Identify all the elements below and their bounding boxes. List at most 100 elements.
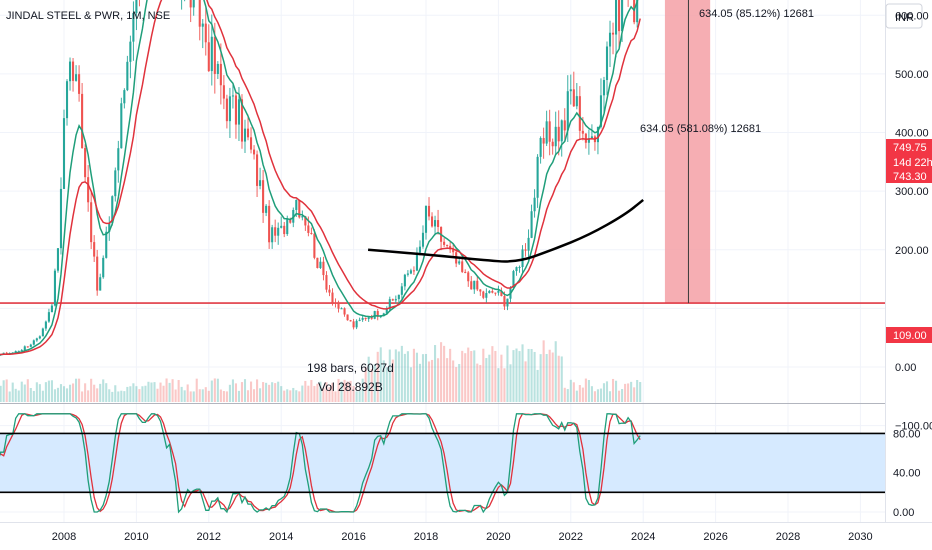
candle	[331, 292, 334, 303]
volume-bar	[90, 378, 93, 402]
candle	[201, 23, 204, 27]
volume-bar	[132, 383, 135, 402]
target-zone-lower[interactable]	[664, 0, 711, 304]
volume-bar	[337, 378, 340, 402]
volume-bar	[503, 368, 506, 402]
candle	[545, 121, 548, 144]
volume-bar	[68, 384, 72, 402]
volume-bar	[412, 348, 415, 402]
last-price-badge	[886, 139, 932, 155]
volume-bar	[615, 380, 618, 402]
candle	[479, 289, 482, 292]
candle	[59, 188, 63, 249]
candle	[551, 141, 554, 147]
candle	[210, 36, 213, 72]
volume-bar	[240, 382, 244, 402]
candle	[219, 63, 222, 86]
volume-bar	[111, 391, 114, 402]
candle	[391, 299, 394, 301]
volume-bar	[189, 391, 192, 402]
volume-bar	[307, 385, 310, 402]
volume-bar	[117, 391, 120, 402]
candle	[388, 299, 391, 310]
candle	[56, 248, 60, 271]
prev-price-badge	[886, 169, 932, 183]
candle	[346, 314, 349, 321]
candle	[319, 261, 322, 268]
volume-bar	[551, 352, 554, 402]
volume-bar	[32, 390, 35, 402]
candle	[636, 0, 639, 23]
volume-bar	[328, 387, 331, 402]
volume-bar	[274, 383, 277, 402]
volume-bar	[497, 368, 500, 402]
volume-bar	[180, 386, 183, 402]
volume-bar	[542, 340, 545, 402]
volume-bar	[578, 385, 581, 402]
candle	[277, 227, 280, 236]
candle	[38, 336, 41, 339]
oscillator-main-line	[0, 413, 641, 514]
volume-bar	[382, 360, 385, 402]
volume-bar	[476, 363, 479, 402]
price-candles	[0, 0, 639, 356]
volume-bar	[467, 347, 470, 402]
volume-bar	[545, 354, 548, 402]
candle	[295, 199, 298, 210]
candle	[102, 257, 105, 278]
volume-bar	[159, 382, 162, 402]
time-axis[interactable]: 2008 2010 2012 2014 2016 2018 2020 2022 2024 2026…	[52, 531, 873, 543]
candle	[259, 180, 262, 186]
volume-bar	[44, 382, 47, 402]
candle	[47, 312, 50, 322]
time-tick-label: 2030	[848, 531, 872, 543]
volume-bar	[430, 359, 434, 402]
volume-bar	[334, 391, 337, 402]
currency-button[interactable]	[885, 3, 923, 29]
oscillator-axis[interactable]: 80.00 40.00 0.00	[893, 428, 921, 519]
volume-bar	[376, 351, 379, 402]
volume-bar	[108, 389, 111, 402]
volume-bar	[138, 389, 141, 402]
measure-arrow-lower[interactable]	[681, 0, 695, 304]
price-axis[interactable]: 1100.001000.00900.00800.00600.00500.0040…	[895, 0, 932, 433]
candle	[497, 290, 500, 293]
measure-upper-label: 634.05 (85.12%) 12681	[699, 8, 814, 20]
volume-bar	[596, 389, 599, 402]
time-tick-label: 2020	[486, 531, 510, 543]
candle	[533, 197, 536, 212]
volume-bar	[621, 389, 624, 402]
volume-bar	[126, 386, 129, 402]
volume-bar	[99, 383, 102, 402]
volume-bar	[23, 384, 26, 402]
candle	[265, 205, 268, 213]
candle	[246, 128, 250, 138]
volume-bar	[424, 353, 428, 402]
volume-bar	[153, 382, 156, 402]
candle	[231, 95, 234, 97]
volume-bar	[75, 378, 78, 402]
candle	[289, 218, 292, 223]
volume-bar	[292, 387, 295, 402]
volume-bar	[219, 389, 222, 402]
volume-bar	[554, 341, 557, 402]
volume-bar	[539, 354, 542, 402]
volume-bar	[286, 389, 289, 402]
time-tick-label: 2022	[559, 531, 583, 543]
volume-bar	[506, 345, 509, 402]
candle	[548, 121, 551, 142]
candle	[518, 267, 521, 269]
volume-bar	[81, 391, 84, 402]
volume-bar	[331, 382, 334, 402]
volume-bar	[313, 385, 316, 402]
support-price-value: 109.00	[893, 330, 927, 342]
volume-bar	[636, 379, 639, 402]
candle	[93, 242, 96, 257]
rounding-bottom-curve[interactable]	[367, 198, 644, 263]
volume-bar	[87, 390, 90, 402]
candle	[461, 261, 464, 272]
volume-bar	[11, 382, 14, 402]
candle	[608, 32, 612, 47]
volume-bar	[479, 364, 482, 402]
candle	[355, 320, 358, 328]
